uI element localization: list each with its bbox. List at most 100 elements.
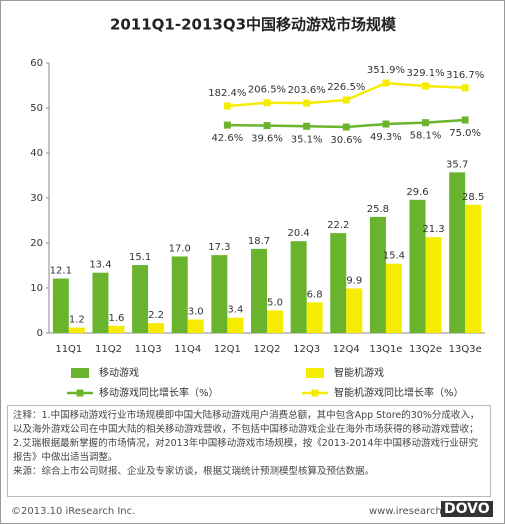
data-label: 39.6%	[251, 134, 283, 145]
data-label: 75.0%	[449, 128, 481, 139]
bar	[132, 265, 149, 333]
line-marker	[422, 119, 430, 127]
x-tick-label: 12Q3	[293, 344, 320, 355]
bar	[52, 278, 69, 333]
x-tick-label: 12Q2	[254, 344, 281, 355]
data-label: 15.1	[129, 252, 151, 263]
bar	[92, 272, 109, 333]
data-label: 20.4	[288, 228, 310, 239]
x-tick-label: 11Q1	[55, 344, 82, 355]
data-label: 226.5%	[327, 82, 365, 93]
data-label: 42.6%	[211, 133, 243, 144]
data-label: 30.6%	[330, 135, 362, 146]
bar	[409, 199, 426, 333]
data-label: 22.2	[327, 220, 349, 231]
y-tick-label: 30	[30, 193, 43, 204]
data-label: 206.5%	[248, 85, 286, 96]
legend-label: 智能机游戏同比增长率（%）	[334, 386, 464, 399]
y-tick-label: 0	[37, 328, 43, 339]
footer: ©2013.10 iResearch Inc.	[11, 506, 136, 517]
legend-label: 智能机游戏	[334, 366, 384, 379]
note: 来源：综合上市公司财报、企业及专家访谈，根据艾瑞统计预测模型核算及预估数据。	[13, 466, 375, 477]
line-marker	[303, 99, 311, 107]
data-label: 49.3%	[370, 132, 402, 143]
bar	[267, 310, 283, 333]
bar	[68, 327, 85, 333]
x-tick-label: 12Q1	[214, 344, 241, 355]
bar	[330, 233, 347, 333]
line-marker	[223, 102, 231, 110]
notes: 注释：1.中国移动游戏行业市场规模即中国大陆移动游戏用户消费总额，其中包含App…	[7, 405, 491, 497]
data-label: 21.3	[422, 224, 444, 235]
y-tick-label: 10	[30, 283, 43, 294]
line-marker	[223, 121, 231, 129]
bar	[346, 288, 363, 333]
line-marker	[342, 123, 350, 131]
bar	[369, 216, 386, 333]
data-label: 12.1	[50, 266, 72, 277]
bar	[251, 248, 267, 333]
data-label: 351.9%	[367, 65, 405, 76]
y-tick-label: 20	[30, 238, 43, 249]
watermark: DOVO	[441, 501, 493, 517]
data-label: 28.5	[462, 192, 484, 203]
data-label: 1.6	[109, 313, 125, 324]
data-label: 329.1%	[406, 68, 444, 79]
data-label: 15.4	[383, 251, 405, 262]
line-marker	[382, 79, 390, 87]
data-label: 35.1%	[291, 134, 323, 145]
bar	[211, 255, 228, 333]
x-tick-label: 13Q3e	[449, 344, 482, 355]
data-label: 18.7	[248, 236, 270, 247]
website: www.iresearch.com.cn	[369, 506, 482, 517]
data-label: 25.8	[367, 204, 389, 215]
x-tick-label: 13Q2e	[409, 344, 442, 355]
bar	[290, 241, 307, 333]
line-marker	[263, 122, 271, 130]
y-tick-label: 50	[30, 103, 43, 114]
x-tick-label: 11Q2	[95, 344, 122, 355]
x-tick-label: 11Q4	[174, 344, 201, 355]
line-marker	[382, 120, 390, 128]
legend-label: 移动游戏同比增长率（%）	[99, 386, 219, 399]
legend-swatch	[76, 389, 84, 397]
legend-swatch	[306, 368, 324, 378]
bar	[227, 317, 244, 333]
data-label: 3.0	[188, 307, 204, 318]
line-marker	[303, 122, 311, 130]
bar	[187, 319, 204, 333]
data-label: 5.0	[267, 298, 283, 309]
data-label: 13.4	[89, 260, 111, 271]
data-label: 9.9	[346, 275, 362, 286]
bar	[108, 325, 125, 333]
data-label: 182.4%	[208, 88, 246, 99]
line-marker	[461, 116, 469, 124]
legend-swatch	[311, 389, 319, 397]
data-label: 2.2	[148, 310, 164, 321]
line-marker	[263, 99, 271, 107]
chart-title: 2011Q1-2013Q3中国移动游戏市场规模	[110, 16, 397, 34]
chart: 2011Q1-2013Q3中国移动游戏市场规模 0 10 20 30 40 50 60 11Q…	[30, 16, 485, 399]
data-label: 35.7	[446, 159, 468, 170]
bar	[306, 302, 323, 333]
x-tick-label: 13Q1e	[369, 344, 402, 355]
data-label: 6.8	[307, 289, 323, 300]
bar	[449, 172, 466, 333]
data-label: 316.7%	[446, 70, 484, 81]
bar	[465, 204, 482, 333]
x-tick-label: 12Q4	[333, 344, 360, 355]
data-label: 29.6	[406, 187, 428, 198]
line-marker	[342, 96, 350, 104]
bar	[385, 263, 402, 333]
legend-swatch	[71, 368, 89, 378]
data-label: 203.6%	[288, 85, 326, 96]
y-tick-label: 60	[30, 58, 43, 69]
legend-label: 移动游戏	[99, 366, 139, 379]
line-marker	[422, 82, 430, 90]
data-label: 17.0	[169, 244, 191, 255]
y-tick-label: 40	[30, 148, 43, 159]
data-label: 58.1%	[410, 131, 442, 142]
data-label: 1.2	[69, 315, 85, 326]
data-label: 17.3	[208, 242, 230, 253]
